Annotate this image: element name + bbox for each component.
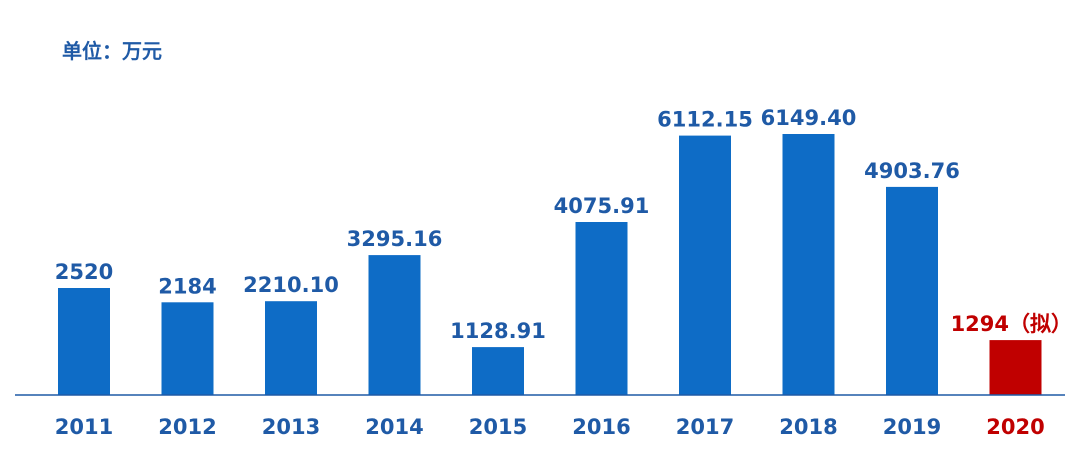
value-label-2019: 4903.76	[864, 159, 960, 183]
value-label-2018: 6149.40	[761, 106, 857, 130]
bar-2014	[368, 255, 421, 395]
bar-2017	[679, 135, 731, 395]
x-tick-label-2016: 2016	[572, 415, 630, 439]
x-tick-label-2017: 2017	[676, 415, 734, 439]
x-tick-label-2018: 2018	[779, 415, 837, 439]
bar-2013	[265, 301, 317, 395]
bar-2020	[989, 340, 1042, 395]
value-label-2015: 1128.91	[450, 319, 546, 343]
x-tick-labels-group: 2011 2012 2013 2014 2015 2016 2017 2018 2019 2020	[55, 415, 1045, 439]
x-tick-label-2011: 2011	[55, 415, 113, 439]
x-tick-label-2014: 2014	[365, 415, 423, 439]
bar-2016	[575, 222, 628, 395]
value-label-2014: 3295.16	[347, 227, 443, 251]
x-tick-label-2019: 2019	[883, 415, 941, 439]
bar-2011	[58, 288, 110, 395]
value-label-2011: 2520	[55, 260, 113, 284]
bar-2012	[161, 302, 214, 395]
bars-group	[58, 134, 1042, 395]
value-label-2020: 1294（拟）	[951, 312, 1072, 336]
value-label-2013: 2210.10	[243, 273, 339, 297]
x-tick-label-2015: 2015	[469, 415, 527, 439]
value-label-2012: 2184	[158, 274, 216, 298]
bar-2019	[886, 186, 938, 395]
bar-2015	[472, 347, 524, 395]
x-tick-label-2020: 2020	[986, 415, 1044, 439]
value-labels-group: 2520 2184 2210.10 3295.16 1128.91 4075.91 6112…	[55, 106, 1072, 343]
x-tick-label-2013: 2013	[262, 415, 320, 439]
x-tick-label-2012: 2012	[158, 415, 216, 439]
value-label-2017: 6112.15	[657, 108, 753, 132]
value-label-2016: 4075.91	[554, 194, 650, 218]
unit-label: 单位：万元	[62, 39, 162, 63]
bar-2018	[782, 134, 835, 395]
